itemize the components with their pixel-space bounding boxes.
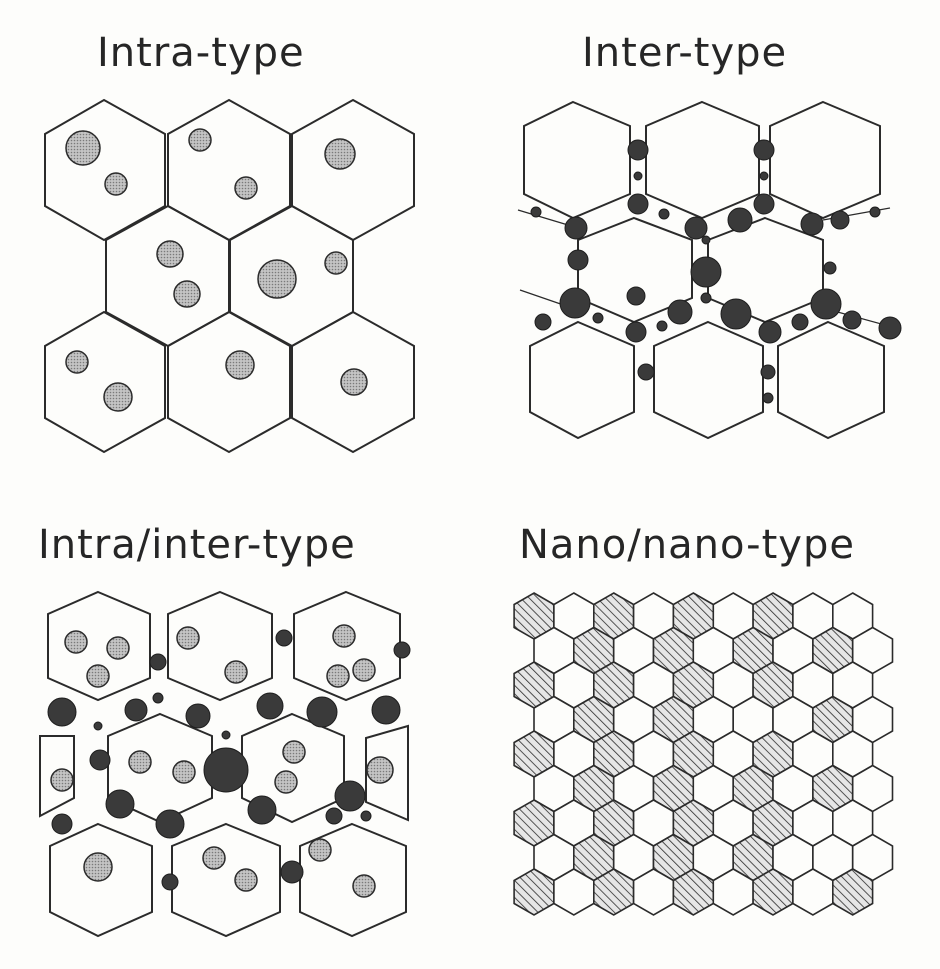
nano-nano-type-diagram	[514, 592, 906, 940]
inter-type-diagram	[518, 100, 903, 445]
intragranular-particles	[66, 129, 367, 411]
panel-title-intra-type: Intra-type	[97, 30, 305, 76]
intergranular-particles	[531, 140, 901, 403]
intra-type-diagram	[40, 100, 420, 460]
panel-title-nano-nano-type: Nano/nano-type	[519, 522, 855, 568]
nanograin-grid	[514, 593, 892, 915]
intra-inter-type-diagram	[40, 590, 425, 950]
panel-title-intra-inter-type: Intra/inter-type	[38, 522, 356, 568]
panel-title-inter-type: Inter-type	[582, 30, 787, 76]
grain-boundaries	[45, 100, 414, 452]
